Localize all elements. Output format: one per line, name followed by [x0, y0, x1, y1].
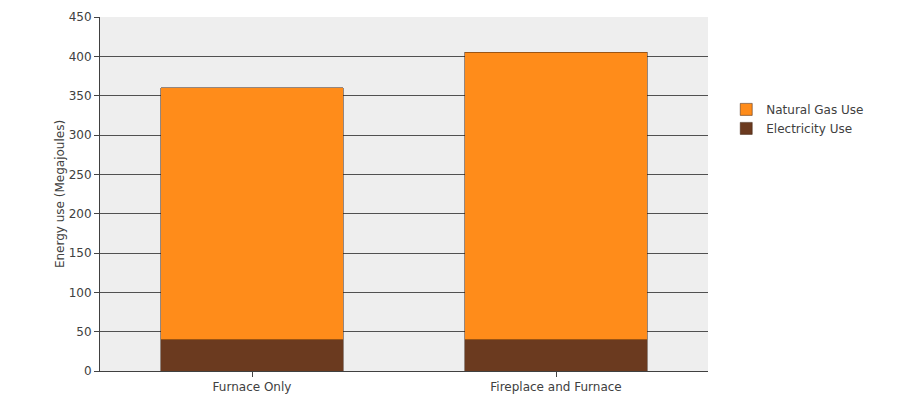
svg-text:100: 100 [69, 286, 92, 300]
svg-text:250: 250 [69, 168, 92, 182]
svg-text:50: 50 [76, 325, 91, 339]
svg-text:Electricity Use: Electricity Use [766, 122, 852, 136]
svg-text:Natural Gas Use: Natural Gas Use [766, 103, 863, 117]
svg-text:Energy use (Megajoules): Energy use (Megajoules) [53, 120, 67, 268]
svg-text:Furnace Only: Furnace Only [213, 380, 292, 394]
svg-text:0: 0 [84, 364, 92, 378]
svg-text:Fireplace and Furnace: Fireplace and Furnace [490, 380, 621, 394]
svg-text:450: 450 [69, 10, 92, 24]
svg-text:350: 350 [69, 89, 92, 103]
svg-text:150: 150 [69, 246, 92, 260]
svg-text:200: 200 [69, 207, 92, 221]
svg-text:300: 300 [69, 128, 92, 142]
svg-text:400: 400 [69, 50, 92, 64]
